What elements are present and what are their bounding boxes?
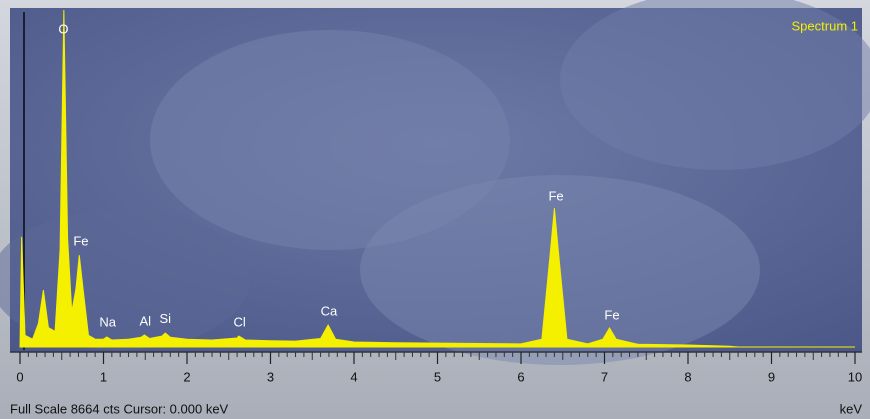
peak-label: Na: [99, 314, 116, 329]
x-axis-unit: keV: [840, 401, 863, 416]
x-tick-label: 8: [684, 369, 691, 384]
peak-label: O: [58, 21, 68, 36]
x-tick-label: 2: [183, 369, 190, 384]
spectrum-area: [19, 9, 855, 348]
peak-label: Fe: [73, 233, 88, 248]
x-tick-label: 9: [768, 369, 775, 384]
texture: [150, 30, 510, 250]
x-tick-label: 3: [267, 369, 274, 384]
x-tick-label: 4: [350, 369, 357, 384]
texture: [560, 0, 870, 170]
peak-label: Cl: [233, 314, 245, 329]
x-tick-label: 1: [100, 369, 107, 384]
peak-label: Al: [139, 313, 151, 328]
x-tick-label: 10: [848, 369, 862, 384]
peak-label: Ca: [321, 303, 338, 318]
peak-label: Fe: [548, 188, 563, 203]
peak-label: Fe: [604, 307, 619, 322]
x-tick-label: 0: [16, 369, 23, 384]
x-tick-label: 6: [517, 369, 524, 384]
x-tick-label: 7: [601, 369, 608, 384]
status-text: Full Scale 8664 cts Cursor: 0.000 keV: [10, 401, 229, 416]
peak-label: Si: [160, 311, 172, 326]
x-tick-label: 5: [434, 369, 441, 384]
spectrum-label: Spectrum 1: [792, 18, 858, 33]
